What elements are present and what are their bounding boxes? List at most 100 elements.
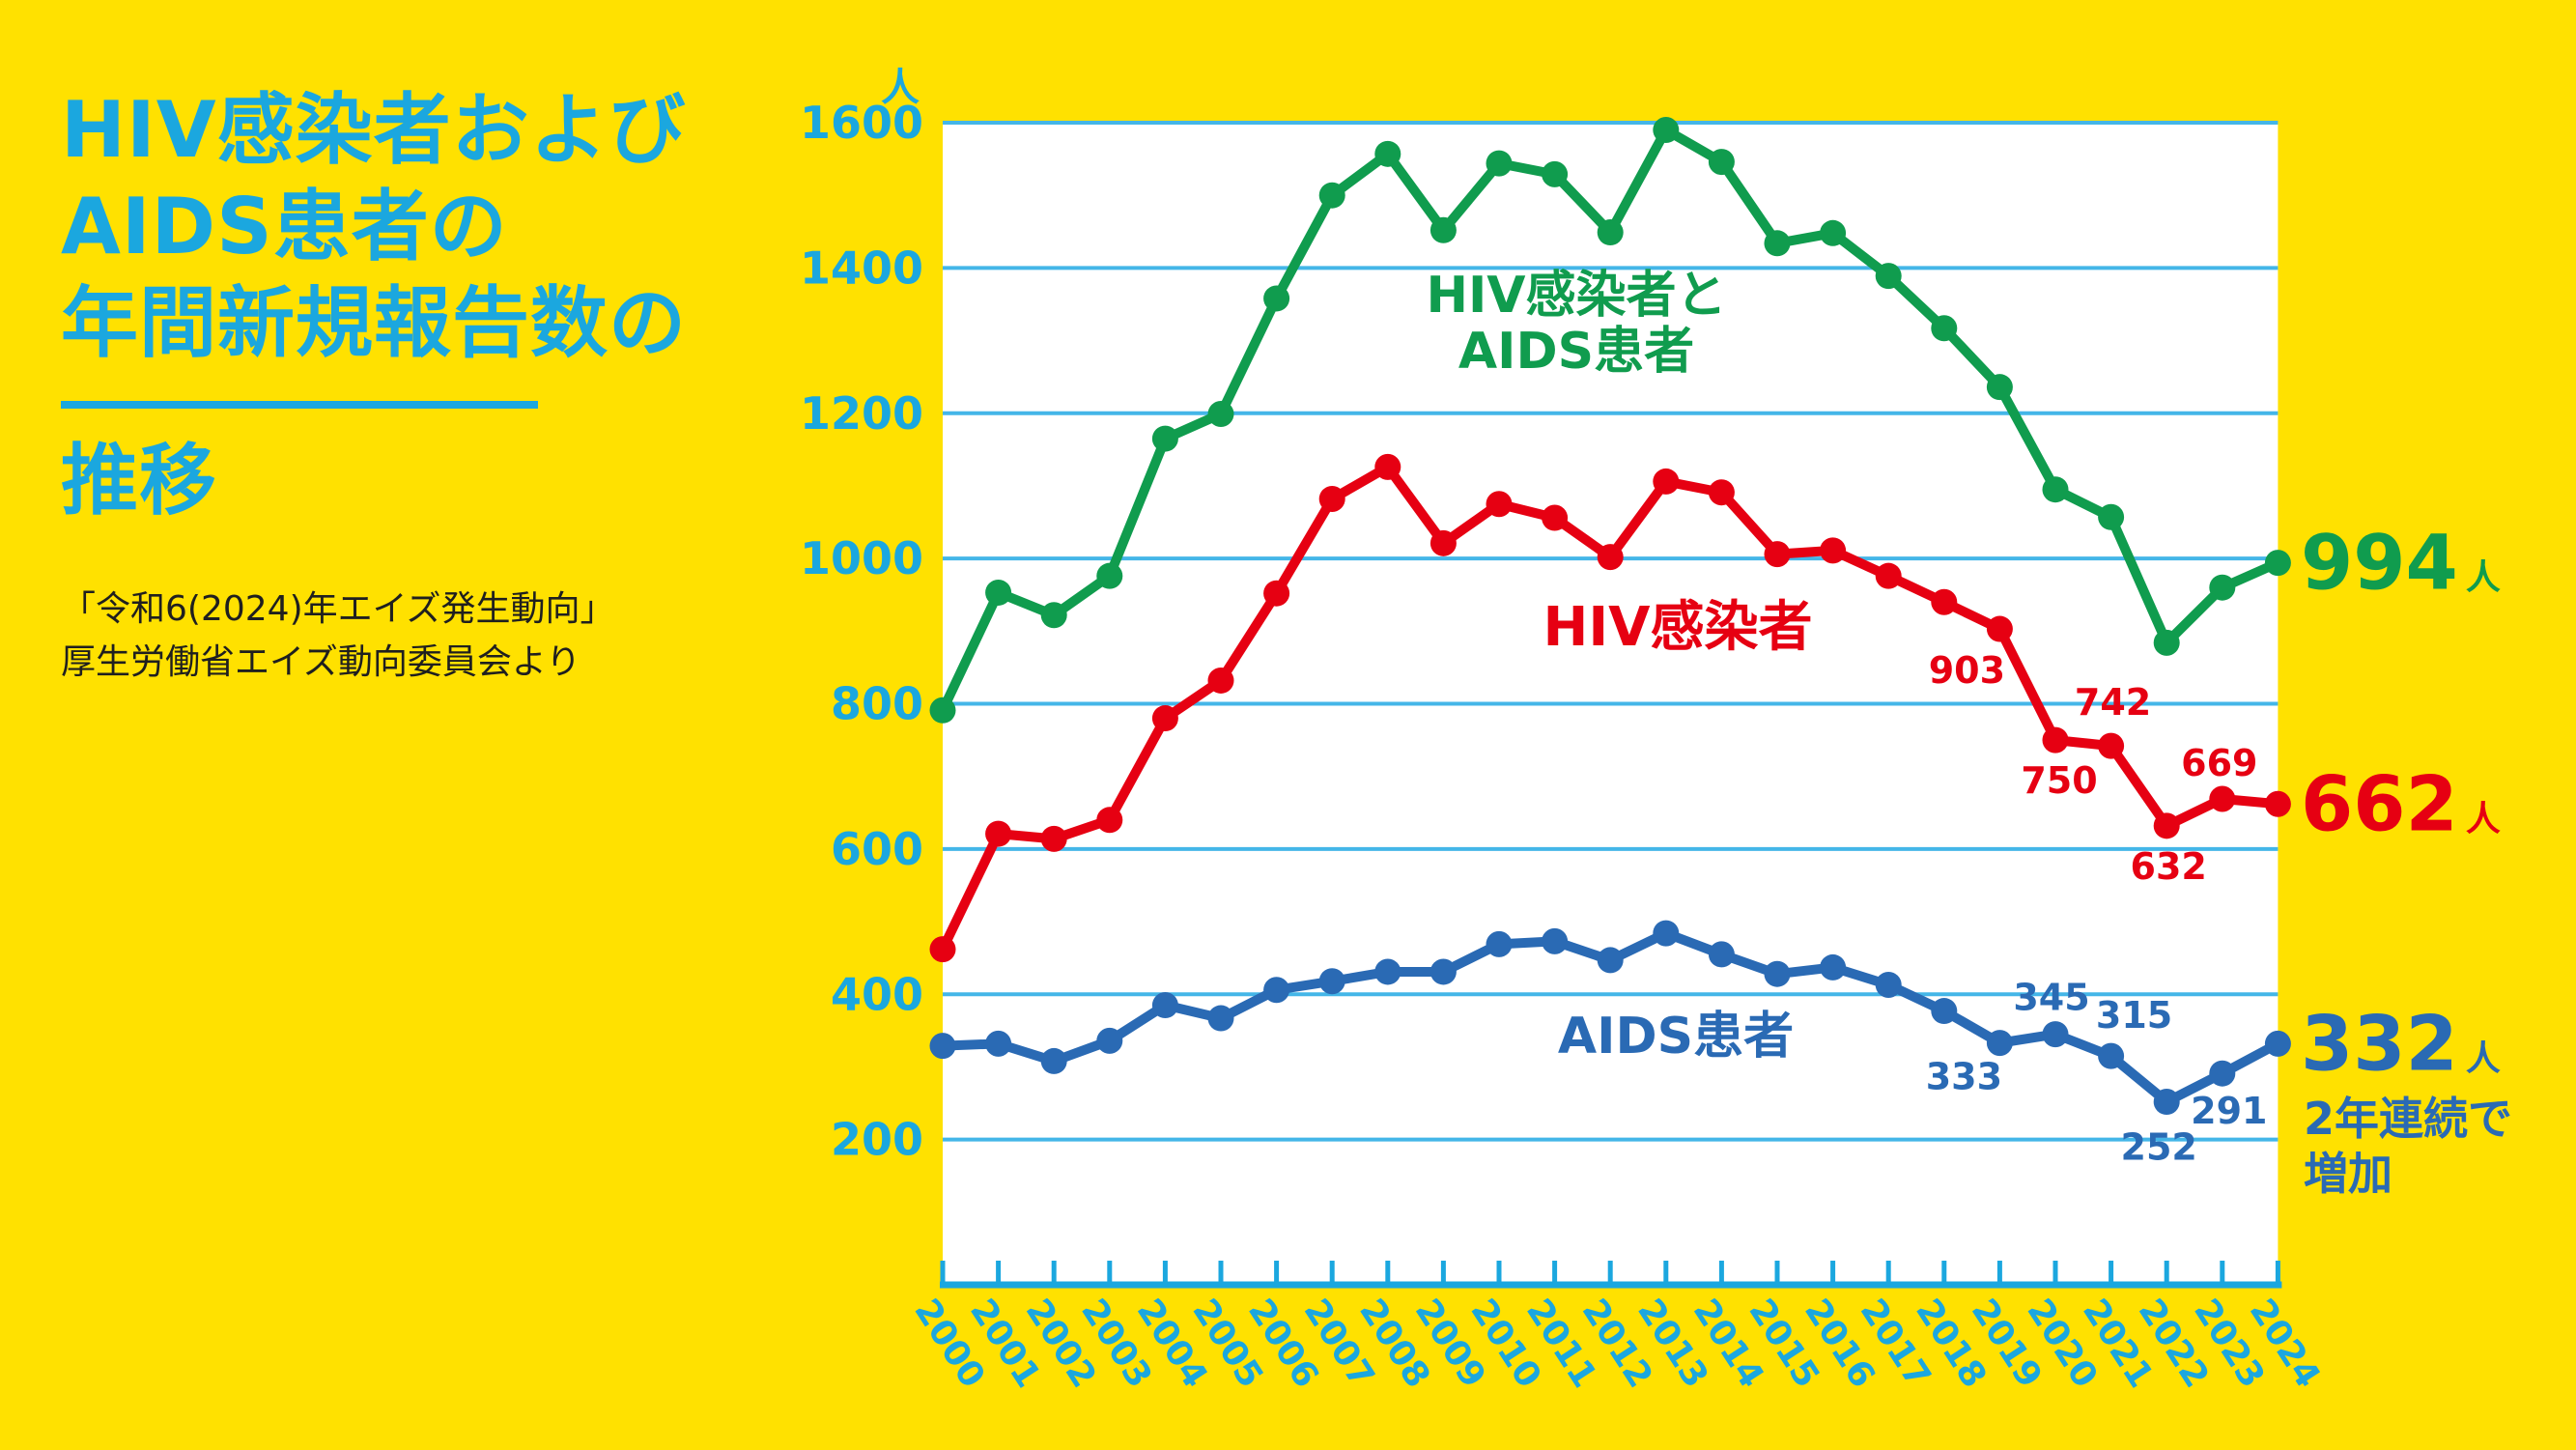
y-axis-label: 1400 bbox=[800, 242, 923, 294]
title-underline bbox=[61, 401, 538, 409]
data-point bbox=[2264, 790, 2291, 817]
data-point bbox=[1653, 920, 1680, 947]
data-point bbox=[1653, 468, 1680, 495]
data-point bbox=[2264, 1030, 2291, 1057]
data-point bbox=[1597, 544, 1624, 571]
data-point bbox=[2042, 476, 2069, 503]
data-point bbox=[985, 579, 1012, 606]
value-label: 315 bbox=[2096, 994, 2172, 1037]
series-label: HIV感染者と bbox=[1426, 267, 1726, 325]
data-point bbox=[1486, 930, 1513, 957]
data-point bbox=[929, 1033, 956, 1060]
data-point bbox=[1708, 479, 1735, 506]
value-label: 750 bbox=[2021, 759, 2097, 802]
end-value-unit: 人 bbox=[2466, 1038, 2501, 1078]
trend-note-line: 増加 bbox=[2304, 1148, 2392, 1200]
data-point bbox=[1542, 160, 1569, 187]
data-point bbox=[2153, 1089, 2180, 1116]
data-point bbox=[1597, 947, 1624, 974]
series-label: HIV感染者 bbox=[1543, 596, 1812, 659]
data-point bbox=[2209, 1060, 2236, 1087]
data-point bbox=[2153, 629, 2180, 656]
data-point bbox=[1820, 219, 1847, 246]
value-label: 632 bbox=[2131, 845, 2207, 888]
data-point bbox=[1430, 958, 1457, 985]
end-value-unit: 人 bbox=[2466, 558, 2501, 598]
data-point bbox=[1374, 453, 1401, 480]
data-point bbox=[1986, 1030, 2013, 1057]
data-point bbox=[1875, 562, 1902, 589]
data-point bbox=[1986, 374, 2013, 401]
data-point bbox=[1096, 807, 1123, 834]
y-axis-label: 1000 bbox=[800, 532, 923, 584]
value-label: 742 bbox=[2075, 681, 2151, 724]
value-label: 669 bbox=[2181, 742, 2257, 784]
data-point bbox=[1653, 117, 1680, 144]
data-point bbox=[1820, 537, 1847, 564]
value-label: 333 bbox=[1926, 1056, 2002, 1098]
data-point bbox=[2264, 550, 2291, 577]
data-point bbox=[1931, 315, 1958, 342]
end-value-label: 994 人 bbox=[2301, 521, 2501, 608]
data-point bbox=[2153, 812, 2180, 839]
data-point bbox=[1318, 968, 1345, 995]
end-value-label: 332 人 bbox=[2301, 1001, 2501, 1088]
data-point bbox=[1486, 491, 1513, 518]
y-axis-label: 600 bbox=[831, 823, 923, 875]
y-axis-label: 200 bbox=[831, 1114, 923, 1166]
data-point bbox=[1430, 216, 1457, 243]
data-point bbox=[1374, 958, 1401, 985]
data-point bbox=[2042, 1021, 2069, 1048]
data-point bbox=[1040, 602, 1067, 629]
data-point bbox=[1820, 953, 1847, 981]
data-point bbox=[1708, 149, 1735, 176]
source-line-2: 厚生労働省エイズ動向委員会より bbox=[61, 642, 581, 682]
data-point bbox=[1875, 263, 1902, 290]
data-point bbox=[1486, 150, 1513, 177]
data-point bbox=[985, 820, 1012, 847]
data-point bbox=[2209, 574, 2236, 601]
data-point bbox=[1318, 182, 1345, 209]
end-value-unit: 人 bbox=[2466, 799, 2501, 839]
data-point bbox=[1708, 941, 1735, 968]
data-point bbox=[1263, 580, 1290, 607]
data-point bbox=[1040, 1047, 1067, 1074]
data-point bbox=[985, 1030, 1012, 1057]
data-point bbox=[2098, 503, 2125, 530]
series-label: AIDS患者 bbox=[1558, 1008, 1794, 1066]
data-point bbox=[1931, 998, 1958, 1025]
data-point bbox=[2098, 1042, 2125, 1069]
data-point bbox=[1096, 1027, 1123, 1054]
data-point bbox=[1151, 425, 1178, 452]
value-label: 252 bbox=[2121, 1126, 2197, 1169]
data-point bbox=[1263, 285, 1290, 312]
y-axis-label: 400 bbox=[831, 968, 923, 1020]
data-point bbox=[1764, 960, 1791, 987]
title-line-4: 推移 bbox=[61, 436, 217, 526]
data-point bbox=[1597, 219, 1624, 246]
data-point bbox=[1542, 927, 1569, 954]
data-point bbox=[1207, 401, 1234, 428]
data-point bbox=[1875, 971, 1902, 998]
series-label: AIDS患者 bbox=[1458, 323, 1694, 381]
y-axis-label: 1200 bbox=[800, 387, 923, 440]
data-point bbox=[929, 936, 956, 963]
data-point bbox=[1318, 485, 1345, 512]
y-axis-label: 1600 bbox=[800, 97, 923, 149]
data-point bbox=[2098, 732, 2125, 759]
y-axis-unit-label: 人 bbox=[881, 66, 920, 110]
title-line-3: 年間新規報告数の bbox=[61, 278, 687, 368]
data-point bbox=[1986, 615, 2013, 642]
data-point bbox=[1151, 992, 1178, 1019]
y-axis-label: 800 bbox=[831, 678, 923, 730]
value-label: 291 bbox=[2191, 1090, 2267, 1132]
data-point bbox=[1263, 977, 1290, 1004]
page-title: HIV感染者および AIDS患者の 年間新規報告数の 推移 bbox=[61, 82, 795, 529]
data-point bbox=[1764, 230, 1791, 257]
data-point bbox=[1374, 140, 1401, 167]
value-label: 903 bbox=[1929, 649, 2005, 692]
title-line-1: HIV感染者および bbox=[61, 85, 687, 175]
data-point bbox=[1096, 562, 1123, 589]
